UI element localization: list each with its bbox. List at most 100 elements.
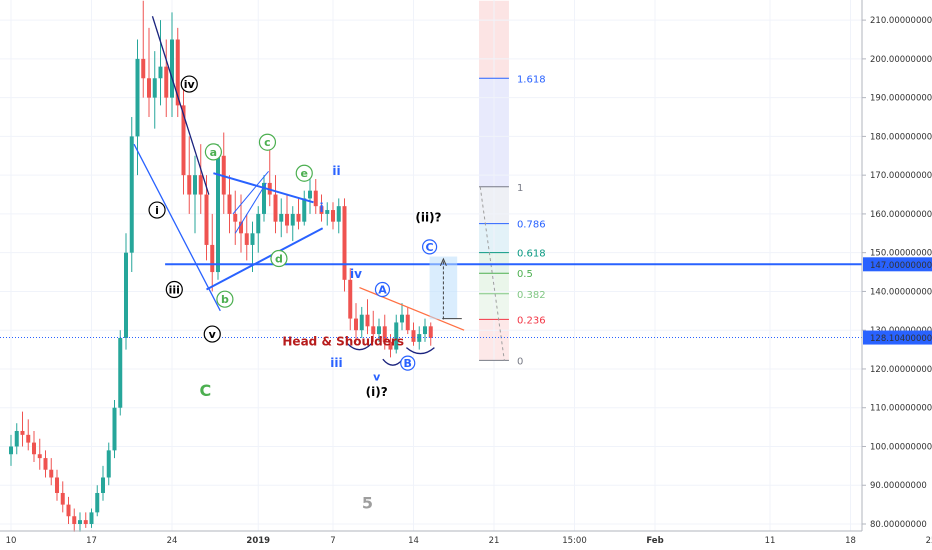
candle-body (49, 469, 54, 478)
candle-body (106, 450, 111, 478)
price-tag-147-bg (863, 257, 932, 272)
candle-body (204, 194, 209, 245)
candle-body (359, 314, 364, 331)
shoulder-arc-left (346, 343, 372, 351)
wave-label-roman-iv-circle (180, 75, 198, 93)
candle-body (348, 279, 353, 319)
fib-level-label: 0.236 (517, 315, 546, 326)
shoulder-arc-right (405, 347, 435, 355)
price-tick-label: 190.00000000 (870, 94, 932, 104)
candle-body (382, 326, 387, 342)
wave-label-letter-c: c (264, 136, 271, 149)
candle-body (331, 210, 335, 222)
candle-body (124, 252, 128, 338)
pattern-label: Head & Shoulders (282, 335, 404, 349)
wave-annotations: iiiiivvabcdeABCiiiiiiivv(i)?(ii)?C5Head … (148, 75, 442, 512)
wave-label-v: v (373, 371, 381, 384)
candle-body (423, 326, 427, 335)
candle-body (371, 326, 376, 335)
candle-body (147, 78, 151, 98)
candle-body (26, 434, 31, 443)
candle-body (158, 66, 163, 79)
wave-label-iii: iii (330, 356, 342, 370)
fib-level-label: 0.5 (517, 269, 533, 280)
wave-label-letter-e: e (301, 167, 308, 180)
price-tick-label: 170.00000000 (870, 171, 932, 181)
candle-body (210, 244, 215, 273)
candle-body (400, 314, 404, 323)
candle-body (170, 39, 174, 98)
candle-body (354, 318, 358, 331)
candle-body (365, 314, 370, 327)
wave-label-roman-iv: iv (184, 78, 196, 91)
time-tick-label: 14 (408, 536, 419, 546)
candle-body (428, 326, 433, 338)
time-tick-label: 15:00 (562, 536, 587, 546)
candle-body (325, 210, 330, 214)
wedge-line (234, 182, 267, 234)
wave-label-C: C (199, 381, 211, 400)
candle-body (216, 155, 220, 273)
trend-drawings[interactable] (0, 16, 862, 366)
wave-label-letter-c-circle (258, 133, 277, 151)
price-axis-bg (862, 0, 932, 550)
price-tick-label: 140.00000000 (870, 287, 932, 297)
wave-label-letter-e-circle (295, 164, 313, 182)
candle-body (394, 322, 399, 350)
candle-body (290, 213, 295, 226)
price-tag-current-bg (863, 330, 932, 345)
candle-body (141, 58, 146, 79)
wave-label-cap-B-circle (400, 355, 416, 371)
price-tick-label: 110.00000000 (870, 404, 932, 414)
wave-label-roman-i-circle (148, 201, 166, 219)
wave-label-letter-a-circle (204, 143, 222, 161)
fib-level-label: 0 (517, 356, 523, 367)
candle-body (313, 190, 318, 207)
candle-body (55, 477, 59, 493)
candle-body (377, 326, 381, 335)
wave-label-5: 5 (362, 493, 373, 512)
price-tag-147: 147.00000000 (870, 261, 932, 271)
candle-body (262, 182, 266, 214)
candle-body (9, 446, 13, 455)
candle-body (296, 213, 301, 222)
price-tick-label: 100.00000000 (870, 442, 932, 452)
fibonacci-retracement[interactable]: 1.618 1 0.786 0.618 0.5 0.382 0.236 0 (479, 74, 546, 367)
candle-body (60, 492, 65, 505)
price-tick-label: 90.00000000 (870, 481, 927, 491)
fib-trend-line (479, 186, 505, 361)
candle-body (43, 458, 48, 470)
wedge-line (232, 170, 269, 215)
price-tick-label: 200.00000000 (870, 55, 932, 65)
candle-body (336, 206, 341, 222)
candle-body (279, 213, 284, 222)
time-tick-label: 10 (6, 536, 17, 546)
wave-label-roman-iii: iii (169, 284, 180, 297)
candle-body (89, 512, 94, 524)
wave-label-roman-iii-circle (165, 280, 183, 299)
candle-body (135, 58, 140, 137)
wave-label-roman-v-circle (203, 325, 221, 343)
price-tick-label: 160.00000000 (870, 210, 932, 220)
candle-body (302, 198, 307, 222)
wave-label-i: (i)? (366, 385, 388, 399)
candle-body (152, 78, 157, 98)
candle-body (66, 504, 71, 517)
wave-label-letter-d: d (275, 252, 283, 265)
candle-body (221, 155, 226, 195)
wave-label-cap-C-circle (422, 239, 438, 255)
wave-label-letter-a: a (210, 146, 217, 159)
channel-line-left[interactable] (133, 143, 221, 312)
candle-body (285, 213, 289, 226)
time-tick-label: 25 (926, 536, 932, 546)
wave-label-letter-d-circle (270, 249, 288, 268)
fib-level-label: 1.618 (517, 74, 546, 85)
candle-body (118, 337, 123, 408)
wave-label-letter-b: b (221, 293, 229, 306)
triangle-lower-line[interactable] (206, 227, 324, 291)
candle-body (129, 136, 134, 253)
channel-line-top[interactable] (151, 16, 210, 195)
candle-body (244, 233, 249, 245)
